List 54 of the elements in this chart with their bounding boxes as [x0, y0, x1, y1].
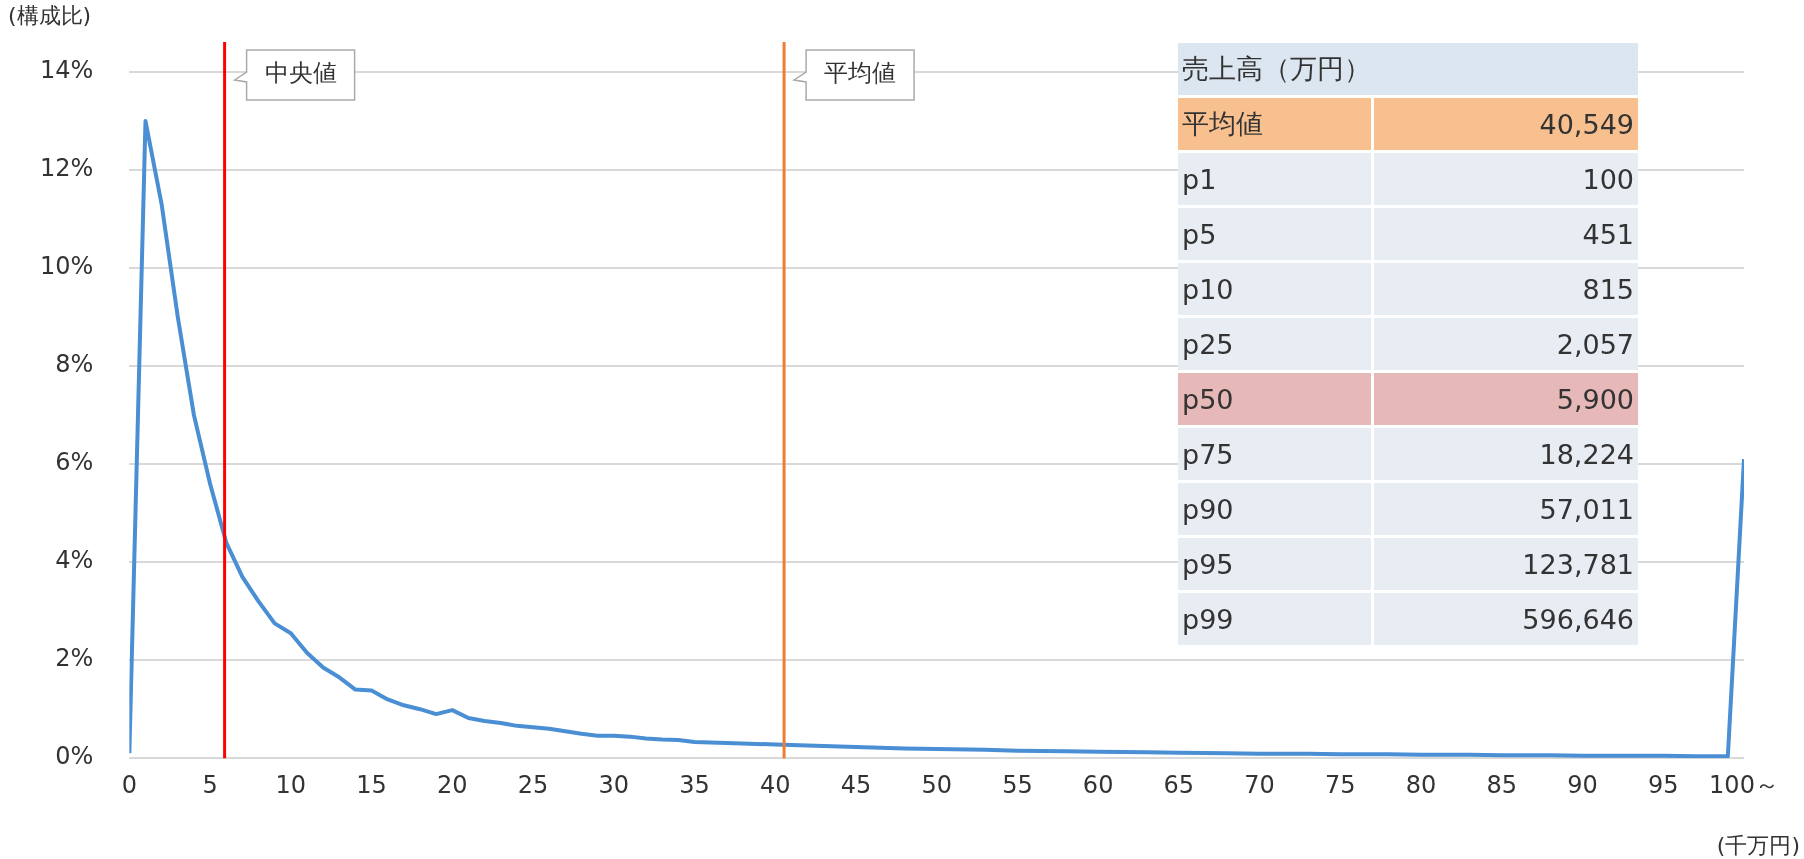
ref-line-label: 中央値: [264, 59, 337, 88]
x-tick-label: 100～: [1709, 770, 1779, 799]
y-tick-label: 10%: [40, 252, 94, 281]
x-tick-label: 85: [1486, 770, 1518, 799]
x-tick-label: 35: [679, 770, 710, 799]
annotation: 100: [1371, 153, 1638, 205]
x-axis-title: (千万円): [1716, 832, 1800, 858]
annotation: 18,224: [1371, 428, 1638, 480]
x-tick-label: 10: [275, 770, 307, 799]
annotation: 123,781: [1371, 538, 1638, 590]
x-tick-label: 5: [202, 770, 218, 799]
annotation: 815: [1371, 263, 1638, 315]
x-tick-label: 20: [437, 770, 468, 799]
x-tick-label: 25: [517, 770, 549, 799]
ref-line-label: 平均値: [824, 59, 897, 88]
annotation: p1: [1178, 153, 1372, 205]
y-tick-label: 8%: [55, 350, 94, 379]
x-tick-label: 50: [921, 770, 952, 799]
x-tick-label: 70: [1244, 770, 1275, 799]
y-tick-label: 0%: [55, 742, 94, 771]
annotation: p50: [1178, 373, 1372, 425]
y-tick-label: 14%: [40, 56, 94, 85]
annotation: 平均値: [1178, 98, 1372, 150]
y-tick-label: 6%: [55, 448, 94, 477]
annotation: p25: [1178, 318, 1372, 370]
x-tick-label: 40: [759, 770, 791, 799]
x-tick-label: 0: [121, 770, 137, 799]
annotation: 451: [1371, 208, 1638, 260]
annotation: p99: [1178, 593, 1372, 645]
x-tick-label: 30: [598, 770, 630, 799]
x-tick-label: 80: [1405, 770, 1437, 799]
annotation: p5: [1178, 208, 1372, 260]
annotation: 2,057: [1371, 318, 1638, 370]
x-tick-label: 65: [1163, 770, 1195, 799]
annotation: 5,900: [1371, 373, 1638, 425]
y-axis-title: (構成比): [8, 2, 92, 28]
annotation: p90: [1178, 483, 1372, 535]
x-tick-label: 15: [356, 770, 387, 799]
x-tick-label: 55: [1002, 770, 1033, 799]
x-tick-label: 75: [1325, 770, 1356, 799]
annotation: p95: [1178, 538, 1372, 590]
y-tick-label: 12%: [40, 154, 94, 183]
annotation: 売上高（万円）: [1178, 43, 1638, 95]
x-tick-label: 60: [1082, 770, 1114, 799]
y-tick-label: 4%: [55, 546, 94, 575]
annotation: 57,011: [1371, 483, 1638, 535]
annotation: 596,646: [1371, 593, 1638, 645]
annotation: p75: [1178, 428, 1372, 480]
annotation: 40,549: [1371, 98, 1638, 150]
x-tick-label: 45: [840, 770, 872, 799]
y-tick-label: 2%: [55, 644, 94, 673]
x-tick-label: 95: [1647, 770, 1679, 799]
annotation: p10: [1178, 263, 1372, 315]
x-tick-label: 90: [1567, 770, 1598, 799]
